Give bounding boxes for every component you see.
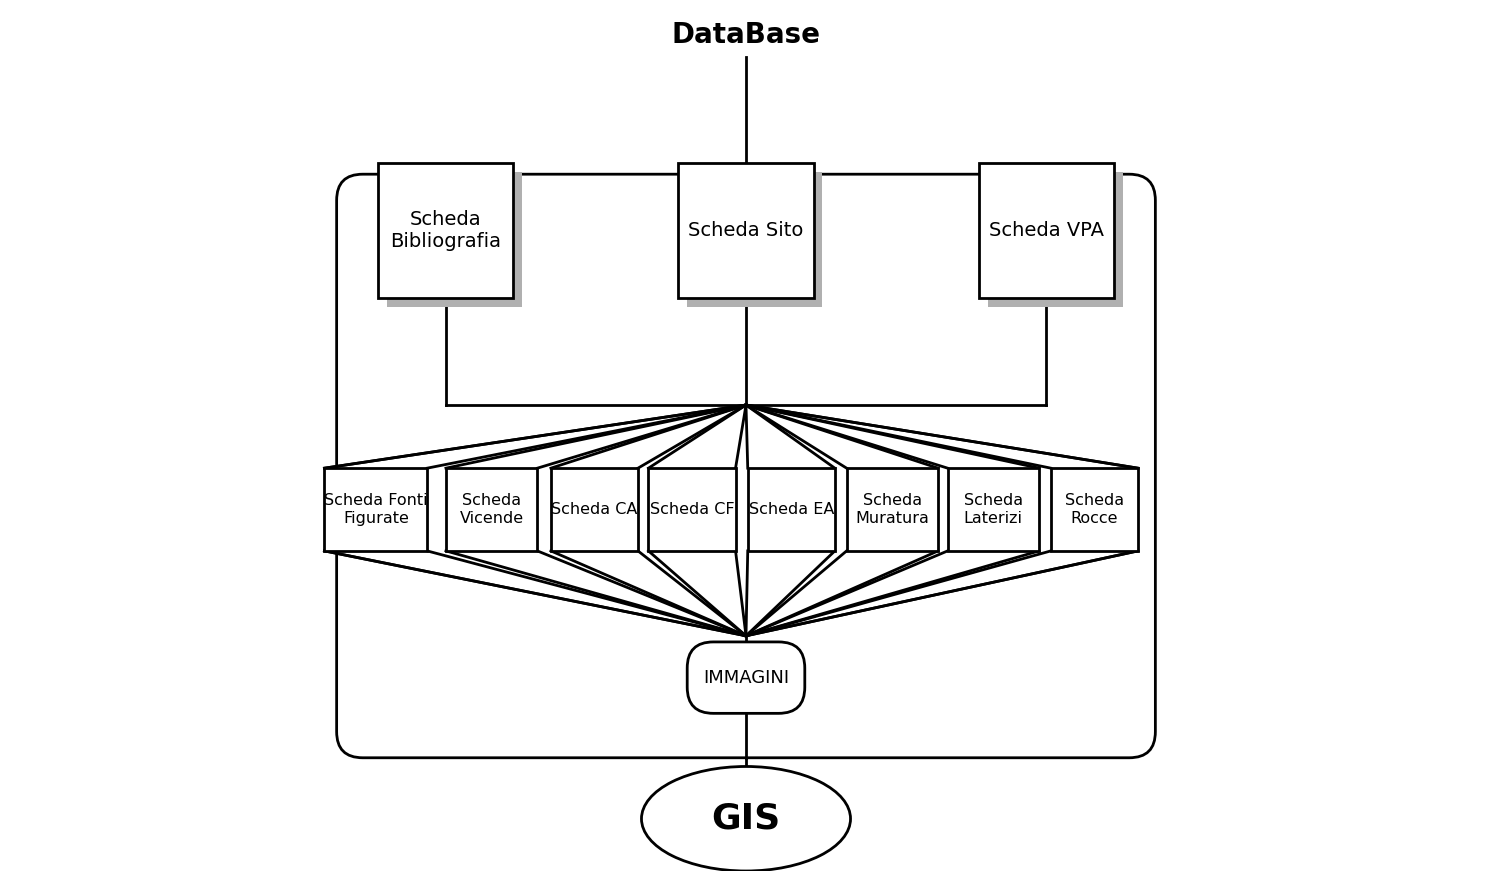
FancyBboxPatch shape: [688, 172, 822, 307]
Text: Scheda
Vicende: Scheda Vicende: [460, 493, 524, 526]
FancyBboxPatch shape: [446, 469, 537, 551]
Ellipse shape: [642, 766, 850, 871]
Text: Scheda Sito: Scheda Sito: [688, 221, 804, 240]
Text: Scheda CF: Scheda CF: [649, 502, 734, 517]
FancyBboxPatch shape: [947, 469, 1038, 551]
Text: GIS: GIS: [712, 801, 780, 836]
Text: Scheda
Bibliografia: Scheda Bibliografia: [389, 210, 501, 252]
FancyBboxPatch shape: [688, 642, 804, 713]
FancyBboxPatch shape: [846, 469, 938, 551]
Text: Scheda
Laterizi: Scheda Laterizi: [964, 493, 1024, 526]
FancyBboxPatch shape: [337, 174, 1155, 758]
Text: Scheda Fonti
Figurate: Scheda Fonti Figurate: [324, 493, 428, 526]
FancyBboxPatch shape: [1050, 469, 1138, 551]
Text: Scheda EA: Scheda EA: [749, 502, 834, 517]
FancyBboxPatch shape: [649, 469, 736, 551]
FancyBboxPatch shape: [979, 164, 1115, 299]
FancyBboxPatch shape: [747, 469, 836, 551]
FancyBboxPatch shape: [679, 164, 813, 299]
Text: Scheda
Rocce: Scheda Rocce: [1065, 493, 1123, 526]
FancyBboxPatch shape: [377, 164, 513, 299]
Text: DataBase: DataBase: [671, 21, 821, 49]
Text: Scheda
Muratura: Scheda Muratura: [855, 493, 930, 526]
Text: Scheda VPA: Scheda VPA: [989, 221, 1104, 240]
FancyBboxPatch shape: [551, 469, 639, 551]
FancyBboxPatch shape: [324, 469, 427, 551]
FancyBboxPatch shape: [386, 172, 522, 307]
Text: IMMAGINI: IMMAGINI: [703, 669, 789, 686]
FancyBboxPatch shape: [988, 172, 1122, 307]
Text: Scheda CA: Scheda CA: [551, 502, 637, 517]
